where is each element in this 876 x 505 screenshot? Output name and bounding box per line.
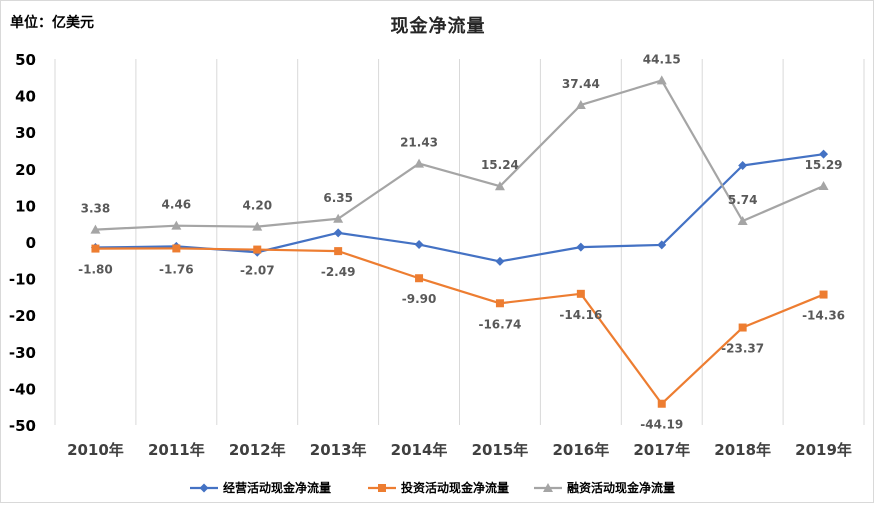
- operating-marker: [495, 256, 505, 266]
- financing-marker: [414, 158, 425, 168]
- y-tick-label: -50: [9, 417, 36, 435]
- y-tick-label: 30: [15, 124, 36, 142]
- y-tick-label: -40: [9, 380, 36, 398]
- investing-data-label: -14.36: [802, 309, 845, 323]
- financing-marker: [575, 99, 586, 109]
- operating-marker: [657, 240, 667, 250]
- x-tick-label: 2015年: [472, 441, 529, 459]
- x-tick-label: 2018年: [714, 441, 771, 459]
- financing-legend-marker: [543, 483, 553, 492]
- y-tick-label: 50: [15, 51, 36, 69]
- y-tick-label: 20: [15, 161, 36, 179]
- y-tick-label: -10: [9, 271, 36, 289]
- y-tick-label: 10: [15, 197, 36, 215]
- financing-data-label: 6.35: [323, 191, 353, 205]
- investing-marker: [576, 289, 585, 298]
- financing-series-line: [95, 79, 824, 231]
- investing-data-label: -14.16: [559, 308, 602, 322]
- y-tick-label: -20: [9, 307, 36, 325]
- operating-marker: [333, 228, 343, 238]
- y-tick-label: -30: [9, 344, 36, 362]
- financing-marker: [252, 221, 263, 231]
- x-tick-label: 2016年: [552, 441, 609, 459]
- financing-marker: [171, 220, 182, 230]
- investing-data-label: -23.37: [721, 342, 764, 356]
- financing-data-label: 4.46: [162, 198, 192, 212]
- financing-marker: [90, 224, 101, 234]
- investing-data-label: -9.90: [402, 292, 437, 306]
- financing-data-label: 15.29: [805, 158, 843, 172]
- y-tick-label: 40: [15, 88, 36, 106]
- unit-label: 单位：亿美元: [10, 15, 94, 31]
- operating-marker: [738, 161, 748, 171]
- investing-marker: [657, 399, 666, 408]
- financing-legend-label: 融资活动现金净流量: [567, 480, 675, 495]
- financing-data-label: 44.15: [643, 52, 681, 66]
- investing-data-label: -16.74: [478, 317, 521, 331]
- investing-series-line: [95, 247, 824, 405]
- operating-marker: [576, 242, 586, 252]
- investing-data-label: -2.49: [321, 265, 356, 279]
- financing-marker: [818, 181, 829, 191]
- financing-marker: [494, 181, 505, 191]
- x-tick-label: 2010年: [67, 441, 124, 459]
- x-tick-label: 2019年: [795, 441, 852, 459]
- financing-data-label: 21.43: [400, 136, 438, 150]
- investing-data-label: -44.19: [640, 418, 683, 432]
- chart-title: 现金净流量: [390, 16, 486, 37]
- x-tick-label: 2012年: [229, 441, 286, 459]
- x-tick-label: 2014年: [391, 441, 448, 459]
- operating-legend-marker: [199, 483, 209, 493]
- investing-marker: [334, 247, 343, 256]
- x-tick-label: 2011年: [148, 441, 205, 459]
- investing-marker: [415, 274, 424, 283]
- x-tick-label: 2017年: [633, 441, 690, 459]
- investing-legend-label: 投资活动现金净流量: [401, 480, 509, 495]
- investing-marker: [172, 244, 181, 253]
- x-tick-label: 2013年: [310, 441, 367, 459]
- investing-marker: [819, 290, 828, 299]
- investing-data-label: -1.76: [159, 262, 194, 276]
- financing-data-label: 37.44: [562, 77, 600, 91]
- financing-marker: [737, 215, 748, 225]
- financing-data-label: 4.20: [242, 199, 272, 213]
- investing-marker: [91, 244, 100, 253]
- investing-marker: [253, 245, 262, 254]
- financing-data-label: 5.74: [728, 193, 758, 207]
- investing-data-label: -1.80: [78, 263, 113, 277]
- investing-legend-marker: [378, 484, 386, 492]
- investing-data-label: -2.07: [240, 264, 275, 278]
- financing-data-label: 3.38: [81, 202, 111, 216]
- financing-marker: [333, 213, 344, 223]
- investing-marker: [495, 299, 504, 308]
- operating-marker: [414, 240, 424, 250]
- investing-marker: [738, 323, 747, 332]
- operating-marker: [819, 149, 829, 159]
- financing-data-label: 15.24: [481, 158, 519, 172]
- financing-marker: [656, 75, 667, 85]
- y-tick-label: 0: [26, 234, 36, 252]
- operating-legend-label: 经营活动现金净流量: [223, 480, 331, 495]
